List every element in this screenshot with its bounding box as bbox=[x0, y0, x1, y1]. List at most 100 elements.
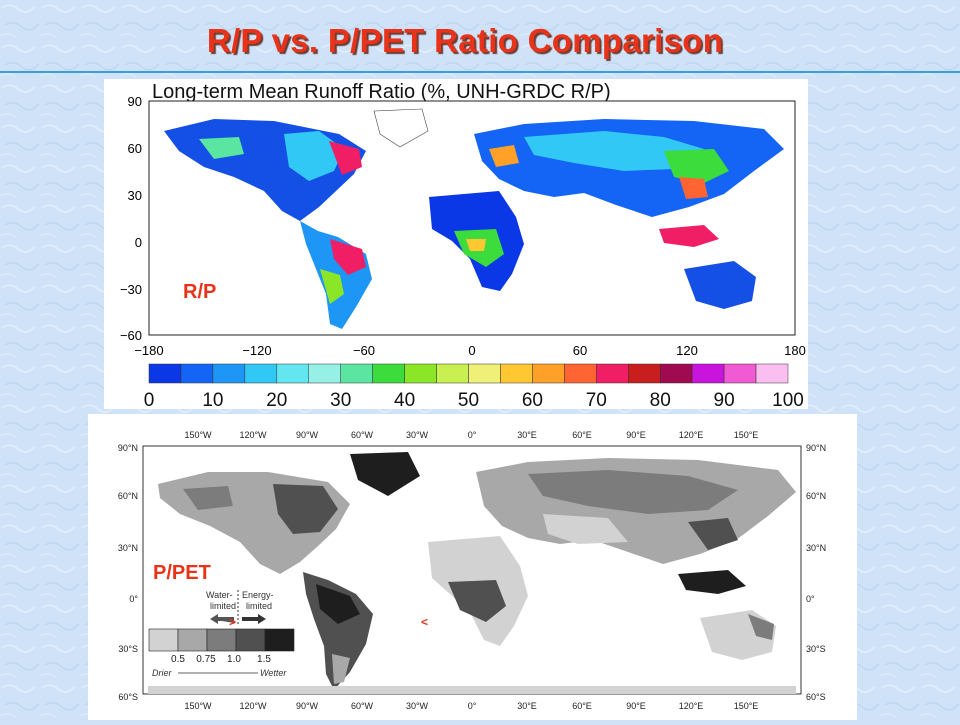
rp-map-figure: Long-term Mean Runoff Ratio (%, UNH-GRDC… bbox=[120, 81, 806, 411]
colorbar-swatch bbox=[628, 363, 661, 384]
colorbar-swatch bbox=[148, 363, 182, 384]
ppet-map-figure: 150°W 120°W 90°W 60°W 30°W 0° 30°E 60°E … bbox=[118, 430, 826, 711]
ppet-lat-ticks-right: 90°N 60°N 30°N 0° 30°S 60°S bbox=[806, 443, 826, 702]
ppet-lat-tick: 90°N bbox=[118, 443, 138, 453]
rp-lat-tick: 30 bbox=[128, 188, 142, 203]
title-underline bbox=[0, 71, 960, 73]
legend-swatch bbox=[148, 628, 179, 652]
rp-colorbar bbox=[148, 363, 789, 384]
ppet-lon-tick: 30°E bbox=[517, 701, 537, 711]
colorbar-swatch bbox=[404, 363, 437, 384]
ppet-lon-tick: 90°W bbox=[296, 430, 319, 440]
colorbar-swatch bbox=[691, 363, 725, 384]
rp-map-label: R/P bbox=[183, 281, 217, 303]
ppet-lon-tick: 120°E bbox=[679, 430, 704, 440]
colorbar-swatch bbox=[308, 363, 341, 384]
colorbar-label: 10 bbox=[202, 390, 223, 409]
ppet-lon-tick: 150°E bbox=[734, 701, 759, 711]
rp-lon-tick: 60 bbox=[573, 343, 587, 358]
colorbar-label: 0 bbox=[144, 390, 155, 409]
colorbar-label: 20 bbox=[266, 390, 287, 409]
legend-water-limited-label: Water- bbox=[206, 590, 233, 600]
colorbar-swatch bbox=[468, 363, 501, 384]
ppet-lon-tick: 60°W bbox=[351, 701, 374, 711]
colorbar-swatch bbox=[244, 363, 278, 384]
colorbar-swatch bbox=[532, 363, 565, 384]
ppet-lon-tick: 150°W bbox=[184, 430, 212, 440]
right-arrow-icon bbox=[258, 614, 266, 624]
colorbar-label: 30 bbox=[330, 390, 351, 409]
ppet-map-label: P/PET bbox=[153, 562, 211, 584]
colorbar-swatch bbox=[436, 363, 469, 384]
ppet-lon-tick: 60°E bbox=[572, 701, 592, 711]
legend-wetter-label: Wetter bbox=[260, 668, 287, 678]
rp-lon-tick: 0 bbox=[468, 343, 475, 358]
ppet-lat-tick: 60°S bbox=[118, 692, 138, 702]
legend-swatch bbox=[206, 628, 237, 652]
ppet-lat-tick: 90°N bbox=[806, 443, 826, 453]
colorbar-swatch bbox=[659, 363, 693, 384]
ppet-lat-tick: 0° bbox=[806, 594, 815, 604]
ppet-lon-tick: 120°W bbox=[239, 701, 267, 711]
rp-lat-tick: −30 bbox=[120, 282, 142, 297]
arrow-mark: < bbox=[421, 615, 428, 629]
ppet-legend: Water- limited Energy- limited 0.5 0.75 … bbox=[148, 590, 295, 678]
colorbar-label: 60 bbox=[522, 390, 543, 409]
rp-lat-tick: 90 bbox=[128, 94, 142, 109]
arrow-mark: > bbox=[229, 615, 236, 629]
colorbar-swatch bbox=[372, 363, 405, 384]
colorbar-label: 50 bbox=[458, 390, 479, 409]
ppet-map-landmasses bbox=[148, 452, 796, 694]
ppet-lon-tick: 0° bbox=[468, 430, 477, 440]
colorbar-label: 70 bbox=[586, 390, 607, 409]
colorbar-label: 90 bbox=[714, 390, 735, 409]
legend-threshold: 1.5 bbox=[257, 654, 271, 665]
colorbar-swatch bbox=[564, 363, 597, 384]
ppet-lat-tick: 30°N bbox=[118, 543, 138, 553]
legend-threshold: 1.0 bbox=[227, 654, 241, 665]
ppet-lat-tick: 30°S bbox=[806, 644, 826, 654]
rp-lat-tick: −60 bbox=[120, 328, 142, 343]
colorbar-label: 80 bbox=[650, 390, 671, 409]
legend-drier-label: Drier bbox=[152, 668, 173, 678]
ppet-lat-tick: 60°N bbox=[118, 491, 138, 501]
rp-lon-tick: −60 bbox=[353, 343, 375, 358]
ppet-map-panel: 150°W 120°W 90°W 60°W 30°W 0° 30°E 60°E … bbox=[88, 414, 857, 720]
rp-colorbar-labels: 0 10 20 30 40 50 60 70 80 90 100 bbox=[144, 390, 804, 411]
colorbar-swatch bbox=[340, 363, 373, 384]
colorbar-swatch bbox=[755, 363, 789, 384]
ppet-lon-ticks-bottom: 150°W 120°W 90°W 60°W 30°W 0° 30°E 60°E … bbox=[184, 701, 758, 711]
ppet-lon-tick: 60°E bbox=[572, 430, 592, 440]
legend-water-limited-label: limited bbox=[210, 601, 236, 611]
ppet-lat-tick: 0° bbox=[129, 594, 138, 604]
ppet-lat-tick: 60°N bbox=[806, 491, 826, 501]
colorbar-swatch bbox=[212, 363, 246, 384]
legend-threshold: 0.75 bbox=[196, 654, 216, 665]
ppet-lon-tick: 150°W bbox=[184, 701, 212, 711]
rp-map-title: Long-term Mean Runoff Ratio (%, UNH-GRDC… bbox=[152, 81, 611, 103]
colorbar-label: 40 bbox=[394, 390, 415, 409]
ppet-lon-tick: 120°E bbox=[679, 701, 704, 711]
legend-energy-limited-label: Energy- bbox=[242, 590, 274, 600]
colorbar-label: 100 bbox=[772, 390, 804, 409]
ppet-lon-tick: 30°W bbox=[406, 430, 429, 440]
legend-swatch bbox=[177, 628, 208, 652]
right-arrow-icon bbox=[242, 617, 260, 621]
colorbar-swatch bbox=[500, 363, 533, 384]
legend-swatch bbox=[264, 628, 295, 652]
left-arrow-icon bbox=[216, 617, 234, 621]
ppet-lat-tick: 60°S bbox=[806, 692, 826, 702]
colorbar-swatch bbox=[596, 363, 629, 384]
legend-threshold: 0.5 bbox=[171, 654, 185, 665]
ppet-lon-tick: 30°W bbox=[406, 701, 429, 711]
rp-lat-tick: 0 bbox=[135, 235, 142, 250]
ppet-lon-tick: 0° bbox=[468, 701, 477, 711]
ppet-lon-tick: 120°W bbox=[239, 430, 267, 440]
rp-map-panel: Long-term Mean Runoff Ratio (%, UNH-GRDC… bbox=[104, 79, 808, 411]
legend-energy-limited-label: limited bbox=[246, 601, 272, 611]
ppet-lon-tick: 90°E bbox=[626, 701, 646, 711]
rp-lat-tick: 60 bbox=[128, 141, 142, 156]
ppet-lon-tick: 60°W bbox=[351, 430, 374, 440]
rp-lon-tick: −180 bbox=[134, 343, 163, 358]
ppet-lat-ticks-left: 90°N 60°N 30°N 0° 30°S 60°S bbox=[118, 443, 139, 702]
